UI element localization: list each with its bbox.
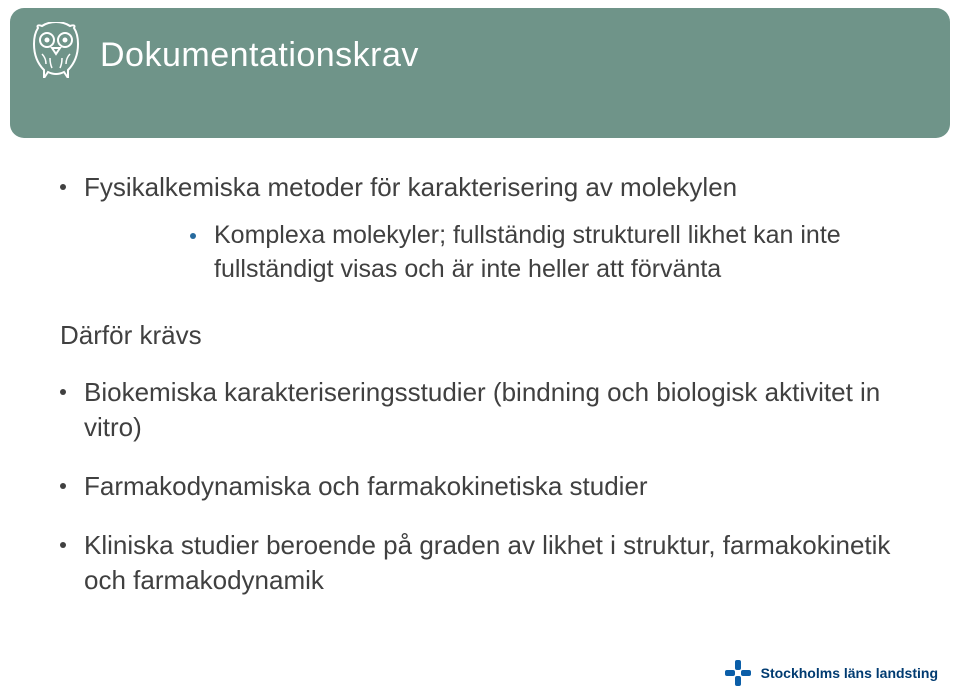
bullet-item: Kliniska studier beroende på graden av l…	[60, 528, 900, 598]
bullet-item: Fysikalkemiska metoder för karakteriseri…	[60, 170, 900, 205]
bullet-dot-icon	[190, 233, 196, 239]
bullet-text: Farmakodynamiska och farmakokinetiska st…	[84, 469, 648, 504]
slide-title: Dokumentationskrav	[100, 36, 419, 75]
slide-body: Fysikalkemiska metoder för karakteriseri…	[60, 170, 900, 622]
bullet-dot-icon	[60, 389, 66, 395]
footer-logo: Stockholms läns landsting	[723, 658, 938, 688]
footer-org-text: Stockholms läns landsting	[761, 665, 938, 681]
sll-logo-icon	[723, 658, 753, 688]
bullet-text: Fysikalkemiska metoder för karakteriseri…	[84, 170, 737, 205]
bullet-dot-icon	[60, 184, 66, 190]
owl-icon	[32, 22, 80, 78]
bullet-item: Biokemiska karakteriseringsstudier (bind…	[60, 375, 900, 445]
section-label: Därför krävs	[60, 317, 900, 353]
bullet-dot-icon	[60, 483, 66, 489]
bullet-text: Biokemiska karakteriseringsstudier (bind…	[84, 375, 900, 445]
bullet-text: Kliniska studier beroende på graden av l…	[84, 528, 900, 598]
bullet-dot-icon	[60, 542, 66, 548]
sub-bullet-text: Komplexa molekyler; fullständig struktur…	[214, 219, 900, 287]
sub-bullet-item: Komplexa molekyler; fullständig struktur…	[190, 219, 900, 287]
sub-bullet-group: Komplexa molekyler; fullständig struktur…	[190, 219, 900, 287]
bullet-item: Farmakodynamiska och farmakokinetiska st…	[60, 469, 900, 504]
lower-bullet-list: Biokemiska karakteriseringsstudier (bind…	[60, 375, 900, 598]
